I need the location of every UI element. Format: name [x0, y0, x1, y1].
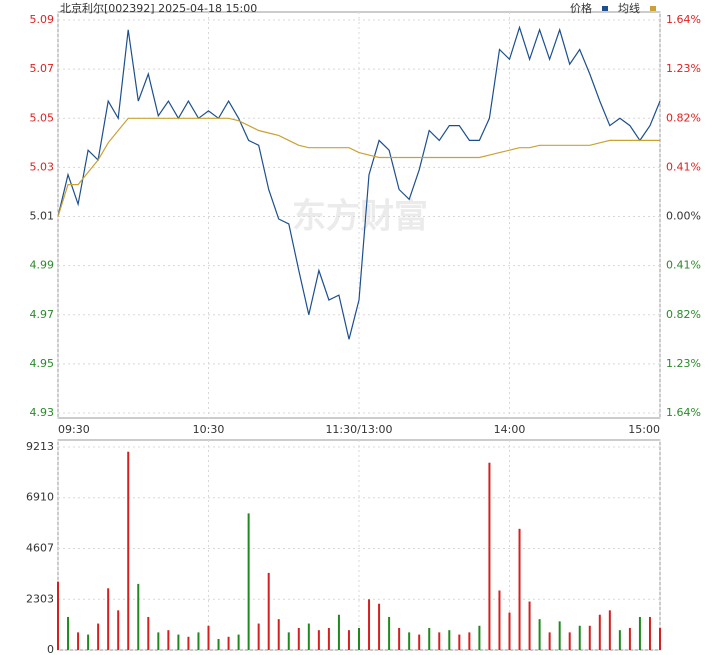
volume-bar: [418, 634, 421, 650]
y-tick-label: 4.97: [30, 308, 55, 321]
y-tick-label: 5.07: [30, 62, 55, 75]
volume-bar: [307, 623, 310, 650]
volume-bar: [247, 513, 250, 650]
y-tick-label: 4.93: [30, 406, 55, 419]
price-line: [57, 117, 660, 217]
legend-label: 价格: [570, 1, 592, 15]
volume-bar: [217, 638, 220, 650]
volume-bar: [227, 636, 230, 650]
y-tick-label: 0: [47, 643, 54, 655]
volume-bar: [358, 627, 360, 650]
legend-swatch: [602, 6, 608, 11]
volume-bar: [167, 630, 170, 650]
volume-bar: [508, 612, 511, 650]
y-tick-label: 9213: [26, 440, 54, 453]
volume-bar: [317, 630, 320, 650]
volume-bar: [127, 451, 130, 650]
volume-bar: [538, 619, 541, 650]
volume-bar: [267, 572, 270, 650]
volume-bar: [488, 462, 491, 650]
volume-bar: [337, 614, 340, 650]
volume-bar: [648, 616, 651, 650]
volume-bar: [237, 634, 240, 650]
volume-bar: [428, 627, 431, 650]
volume-bar: [277, 619, 280, 650]
y2-tick-label: 0.41%: [666, 259, 701, 272]
y-tick-label: 2303: [26, 592, 54, 605]
volume-bar: [107, 588, 110, 650]
volume-bar: [468, 632, 471, 650]
y2-tick-label: 1.23%: [666, 62, 701, 75]
y2-tick-label: 0.00%: [666, 210, 701, 223]
y-tick-label: 5.03: [30, 160, 55, 173]
legend-label: 均线: [618, 1, 640, 15]
x-tick-label: 11:30/13:00: [325, 423, 392, 436]
volume-bar: [117, 610, 120, 650]
x-tick-label: 15:00: [628, 423, 660, 436]
volume-bar: [588, 625, 591, 650]
volume-bar: [398, 627, 401, 650]
volume-bar: [598, 614, 601, 650]
y-tick-label: 6910: [26, 491, 54, 504]
volume-bar: [77, 632, 80, 650]
x-tick-label: 09:30: [58, 423, 90, 436]
volume-bar: [57, 581, 59, 650]
y2-tick-label: 1.64%: [666, 13, 701, 26]
chart-title: 北京利尔[002392] 2025-04-18 15:00: [60, 1, 257, 15]
volume-bar: [438, 632, 441, 650]
volume-bar: [87, 634, 90, 650]
volume-bar: [448, 630, 451, 650]
volume-bar: [478, 625, 481, 650]
volume-bar: [187, 636, 190, 650]
y2-tick-label: 0.41%: [666, 160, 701, 173]
volume-bar: [177, 634, 180, 650]
y2-tick-label: 1.23%: [666, 357, 701, 370]
y-tick-label: 4.99: [30, 259, 55, 272]
volume-bar: [528, 601, 531, 650]
y-tick-label: 5.05: [30, 111, 55, 124]
volume-bar: [638, 616, 641, 650]
volume-bar: [157, 632, 160, 650]
y-tick-label: 4607: [26, 541, 54, 554]
volume-bar: [388, 616, 391, 650]
volume-bar: [197, 632, 200, 650]
x-tick-label: 10:30: [193, 423, 225, 436]
volume-bar: [408, 632, 411, 650]
volume-bar: [558, 621, 561, 650]
volume-bar: [458, 634, 461, 650]
volume-bar: [518, 528, 521, 650]
x-tick-label: 14:00: [494, 423, 526, 436]
y-tick-label: 4.95: [30, 357, 55, 370]
volume-bar: [368, 599, 371, 650]
volume-bar: [347, 630, 350, 650]
y-tick-label: 5.01: [30, 210, 55, 223]
volume-bar: [578, 625, 581, 650]
volume-bar: [207, 625, 210, 650]
y2-tick-label: 0.82%: [666, 111, 701, 124]
price-line: [57, 25, 661, 340]
volume-bar: [97, 623, 100, 650]
volume-bar: [147, 616, 150, 650]
y2-tick-label: 0.82%: [666, 308, 701, 321]
legend-swatch: [650, 6, 656, 11]
volume-bar: [137, 583, 140, 650]
y-tick-label: 5.09: [30, 13, 55, 26]
volume-bar: [287, 632, 290, 650]
volume-bar: [257, 623, 260, 650]
volume-bar: [67, 616, 70, 650]
volume-bar: [659, 627, 661, 650]
volume-bar: [568, 632, 571, 650]
volume-bar: [628, 627, 631, 650]
volume-bar: [327, 627, 330, 650]
y2-tick-label: 1.64%: [666, 406, 701, 419]
volume-bar: [297, 627, 300, 650]
volume-bar: [608, 610, 611, 650]
volume-bar: [548, 632, 551, 650]
volume-bar: [498, 590, 501, 650]
volume-bar: [618, 630, 621, 650]
volume-bar: [378, 603, 381, 650]
